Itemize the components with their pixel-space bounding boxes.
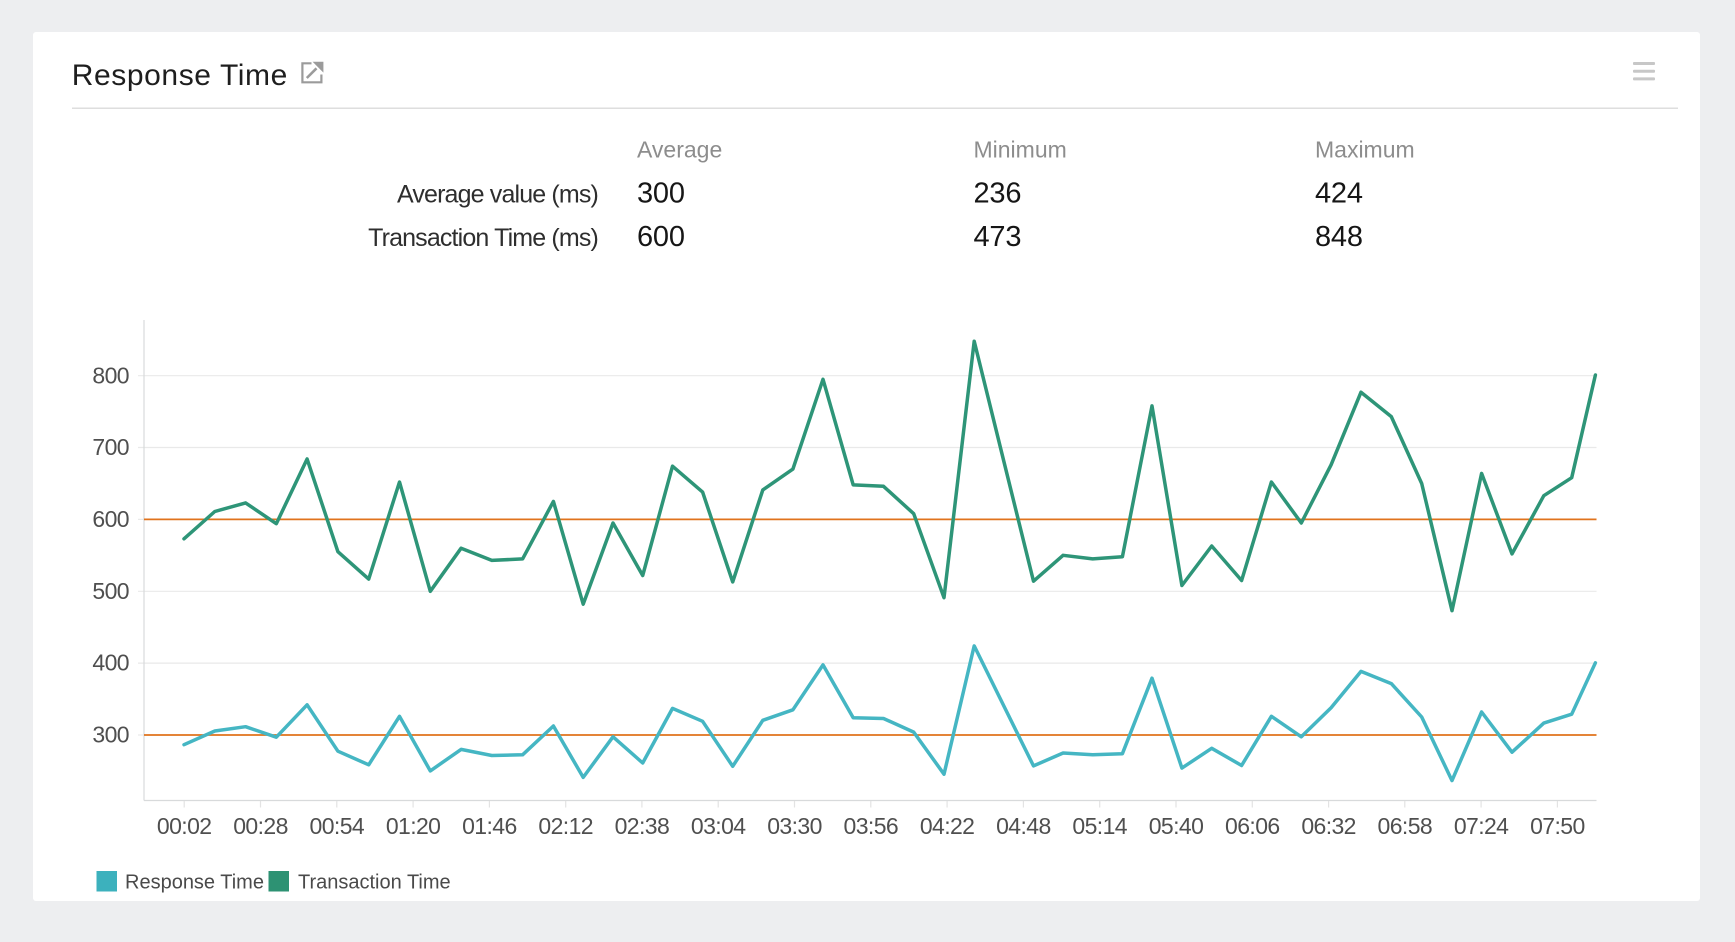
svg-text:03:30: 03:30 <box>767 813 822 839</box>
svg-text:500: 500 <box>92 578 129 604</box>
svg-text:236: 236 <box>974 178 1022 210</box>
svg-text:06:32: 06:32 <box>1301 813 1356 839</box>
svg-text:Response Time: Response Time <box>125 871 264 893</box>
svg-text:07:24: 07:24 <box>1454 813 1509 839</box>
svg-text:800: 800 <box>92 362 129 388</box>
svg-text:700: 700 <box>92 434 129 460</box>
svg-text:00:28: 00:28 <box>233 813 288 839</box>
svg-text:05:14: 05:14 <box>1072 813 1127 839</box>
svg-text:06:58: 06:58 <box>1378 813 1433 839</box>
svg-text:00:02: 00:02 <box>157 813 212 839</box>
svg-text:02:12: 02:12 <box>538 813 593 839</box>
svg-text:01:46: 01:46 <box>462 813 517 839</box>
svg-text:02:38: 02:38 <box>615 813 670 839</box>
svg-text:07:50: 07:50 <box>1530 813 1585 839</box>
svg-text:Average value (ms): Average value (ms) <box>397 181 598 209</box>
svg-text:424: 424 <box>1315 178 1363 210</box>
svg-text:04:22: 04:22 <box>920 813 975 839</box>
svg-text:03:56: 03:56 <box>844 813 899 839</box>
svg-text:Transaction Time (ms): Transaction Time (ms) <box>368 224 598 252</box>
svg-text:600: 600 <box>637 221 685 253</box>
svg-text:06:06: 06:06 <box>1225 813 1280 839</box>
svg-text:Transaction Time: Transaction Time <box>298 871 451 893</box>
svg-text:Maximum: Maximum <box>1315 137 1415 163</box>
svg-text:Average: Average <box>637 137 722 163</box>
svg-text:473: 473 <box>974 221 1022 253</box>
svg-text:04:48: 04:48 <box>996 813 1051 839</box>
svg-text:00:54: 00:54 <box>310 813 365 839</box>
svg-text:05:40: 05:40 <box>1149 813 1204 839</box>
svg-text:300: 300 <box>637 178 685 210</box>
svg-text:848: 848 <box>1315 221 1363 253</box>
svg-text:400: 400 <box>92 650 129 676</box>
svg-text:300: 300 <box>92 722 129 748</box>
svg-text:Response Time: Response Time <box>72 59 288 92</box>
svg-text:01:20: 01:20 <box>386 813 441 839</box>
svg-text:Minimum: Minimum <box>974 137 1067 163</box>
svg-text:03:04: 03:04 <box>691 813 746 839</box>
svg-text:600: 600 <box>92 506 129 532</box>
